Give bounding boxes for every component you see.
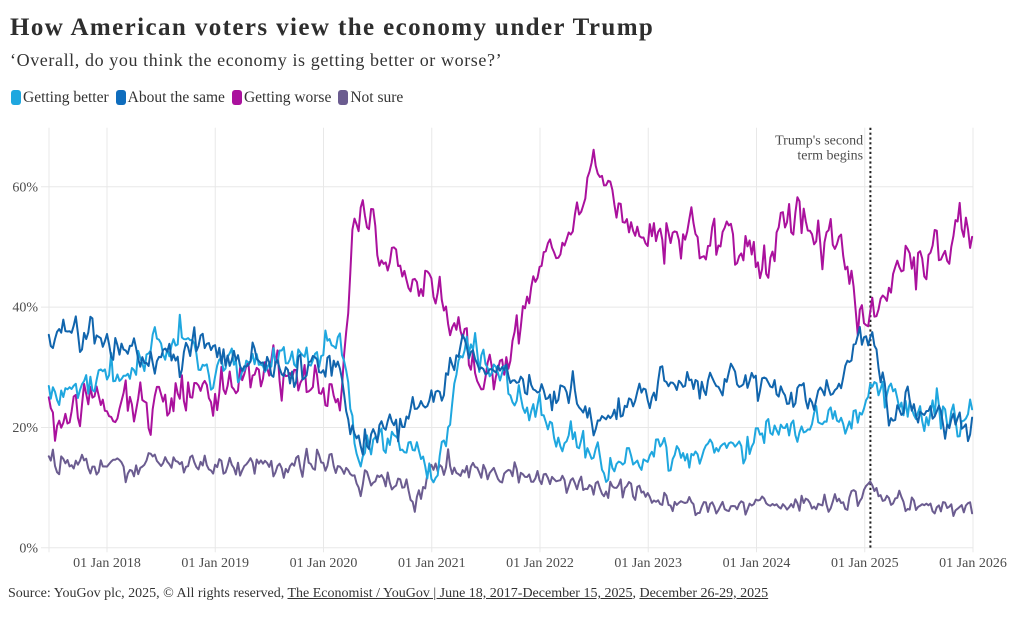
svg-text:01 Jan 2026: 01 Jan 2026 [939,556,1007,571]
svg-text:01 Jan 2019: 01 Jan 2019 [181,556,249,571]
svg-text:0%: 0% [19,541,38,556]
svg-text:01 Jan 2025: 01 Jan 2025 [831,556,899,571]
svg-text:01 Jan 2024: 01 Jan 2024 [723,556,791,571]
svg-text:01 Jan 2018: 01 Jan 2018 [73,556,141,571]
svg-text:Trump's second: Trump's second [775,134,863,149]
svg-text:01 Jan 2021: 01 Jan 2021 [398,556,466,571]
svg-text:01 Jan 2022: 01 Jan 2022 [506,556,574,571]
svg-text:term begins: term begins [797,149,863,164]
svg-text:01 Jan 2020: 01 Jan 2020 [290,556,358,571]
svg-text:40%: 40% [12,301,38,316]
svg-text:01 Jan 2023: 01 Jan 2023 [614,556,682,571]
svg-text:20%: 20% [12,421,38,436]
svg-text:60%: 60% [12,180,38,195]
